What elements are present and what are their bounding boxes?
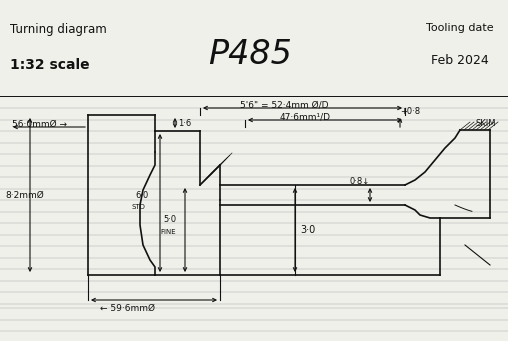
Text: FINE: FINE	[160, 229, 176, 235]
Text: Tooling date: Tooling date	[426, 23, 494, 33]
Text: P485: P485	[208, 39, 292, 72]
Text: 56·0mmØ →: 56·0mmØ →	[12, 119, 67, 129]
Text: 3·0: 3·0	[300, 225, 315, 235]
Text: +0·8: +0·8	[400, 107, 420, 117]
Text: SKIM: SKIM	[475, 119, 495, 129]
Text: Turning diagram: Turning diagram	[10, 24, 107, 36]
Text: 8·2mmØ: 8·2mmØ	[5, 191, 44, 199]
Text: 1·6: 1·6	[178, 119, 191, 128]
Text: 47·6mm¹/D: 47·6mm¹/D	[280, 113, 331, 121]
Text: 5·0: 5·0	[163, 216, 176, 224]
Text: ← 59·6mmØ: ← 59·6mmØ	[100, 303, 155, 312]
Text: 6·0: 6·0	[135, 191, 148, 199]
Text: Feb 2024: Feb 2024	[431, 54, 489, 66]
Text: STD: STD	[131, 204, 145, 210]
Text: 0·8↓: 0·8↓	[350, 178, 370, 187]
Text: 5'6" = 52·4mm Ø/D: 5'6" = 52·4mm Ø/D	[240, 101, 329, 109]
Text: 1:32 scale: 1:32 scale	[10, 58, 89, 72]
